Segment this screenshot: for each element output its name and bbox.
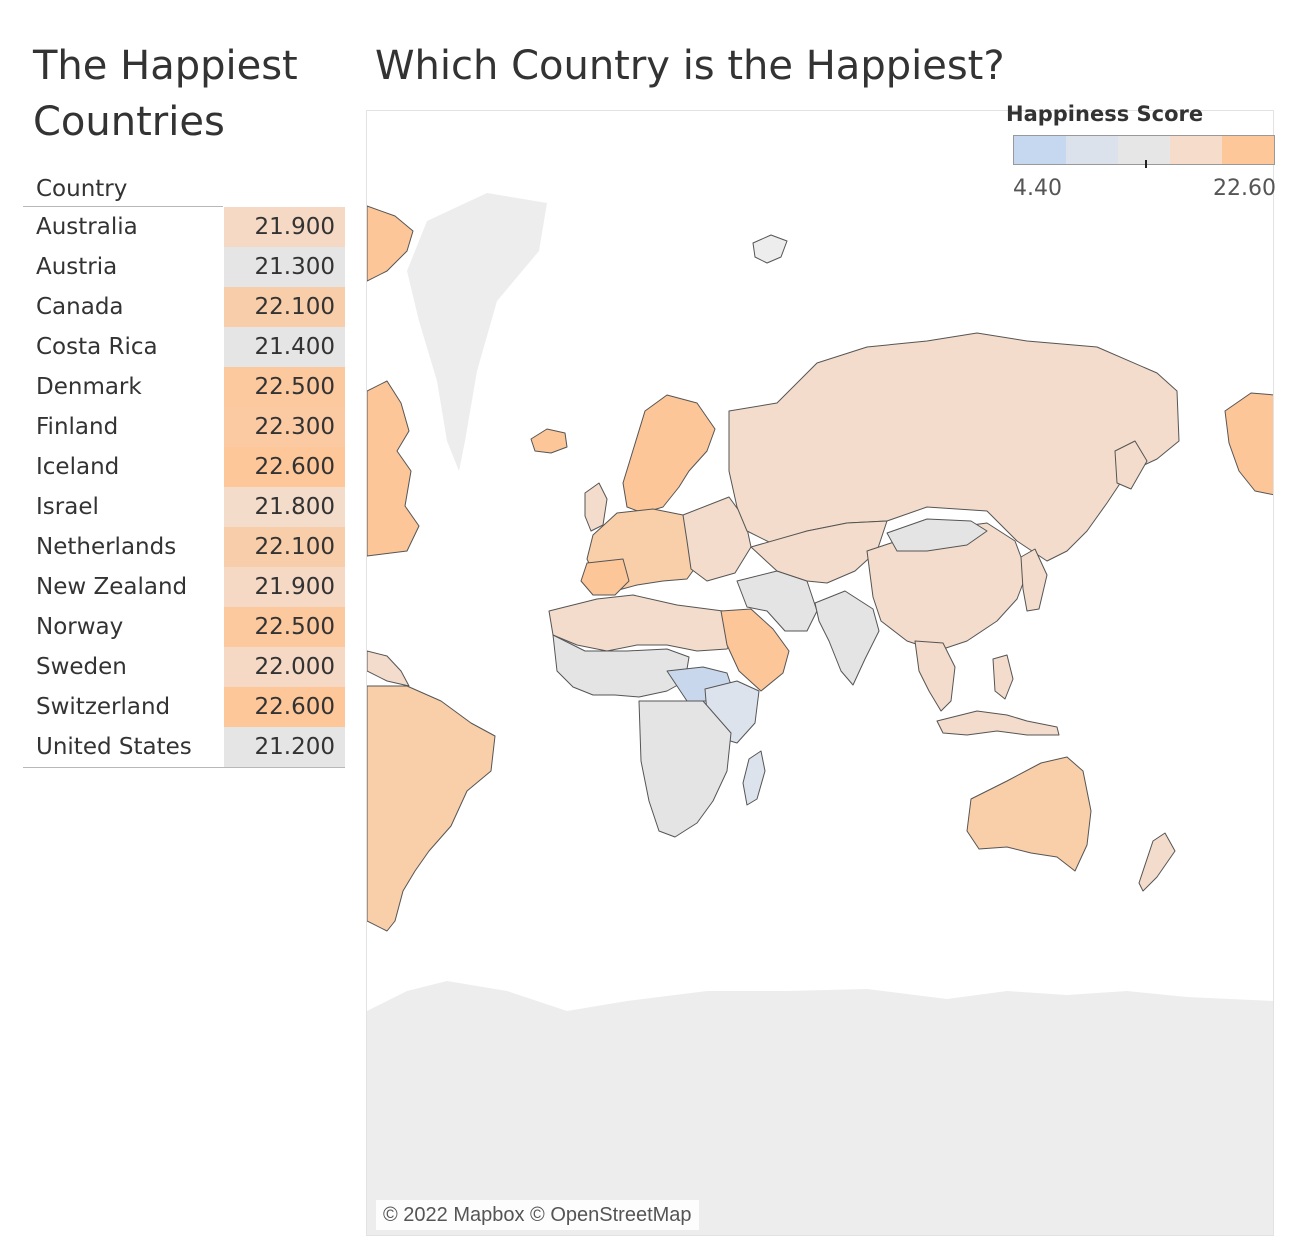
- legend-color-step: [1066, 136, 1118, 164]
- table-rows: Australia 21.900 Austria 21.300 Canada 22.100…: [23, 207, 345, 767]
- legend-max-label: 22.60: [1213, 176, 1276, 201]
- region-canada-east[interactable]: [367, 380, 420, 557]
- region-arabia[interactable]: [720, 608, 790, 692]
- happiness-score-cell: 21.900: [224, 567, 345, 607]
- country-name: Switzerland: [36, 694, 171, 720]
- country-name: Austria: [36, 254, 118, 280]
- table-row[interactable]: Costa Rica 21.400: [23, 327, 345, 367]
- legend-color-step: [1170, 136, 1222, 164]
- table-row[interactable]: New Zealand 21.900: [23, 567, 345, 607]
- region-japan[interactable]: [1020, 548, 1048, 612]
- region-greenland[interactable]: [407, 193, 547, 471]
- region-mexico-carib[interactable]: [367, 650, 410, 687]
- country-name: Australia: [36, 214, 138, 240]
- country-name: Israel: [36, 494, 99, 520]
- happiness-score-cell: 22.500: [224, 607, 345, 647]
- region-new-zealand[interactable]: [1138, 832, 1176, 892]
- region-canada-west[interactable]: [367, 205, 414, 282]
- table-row[interactable]: Israel 21.800: [23, 487, 345, 527]
- happiness-score-cell: 21.800: [224, 487, 345, 527]
- happiness-score-cell: 22.600: [224, 447, 345, 487]
- happiness-score-cell: 22.300: [224, 407, 345, 447]
- table-row[interactable]: Sweden 22.000: [23, 647, 345, 687]
- table-row[interactable]: Finland 22.300: [23, 407, 345, 447]
- country-name: Norway: [36, 614, 124, 640]
- region-china[interactable]: [866, 522, 1028, 652]
- happiness-score-cell: 22.600: [224, 687, 345, 727]
- legend-tick: [1145, 160, 1147, 168]
- happiness-score-cell: 22.100: [224, 287, 345, 327]
- legend-color-step: [1014, 136, 1066, 164]
- country-name: Netherlands: [36, 534, 177, 560]
- legend-title: Happiness Score: [1006, 102, 1204, 126]
- region-eastern-europe[interactable]: [682, 496, 752, 582]
- region-uk[interactable]: [584, 482, 608, 532]
- left-title-line2: Countries: [33, 99, 225, 145]
- country-name: Finland: [36, 414, 119, 440]
- region-north-africa[interactable]: [548, 594, 738, 652]
- region-svalbard[interactable]: [752, 234, 788, 264]
- happiness-score-cell: 22.100: [224, 527, 345, 567]
- legend: Happiness Score 4.40 22.60: [1006, 100, 1278, 201]
- region-scandinavia[interactable]: [622, 394, 716, 514]
- world-map[interactable]: [366, 110, 1274, 1236]
- legend-min-label: 4.40: [1013, 176, 1062, 201]
- table-row[interactable]: Canada 22.100: [23, 287, 345, 327]
- region-south-america[interactable]: [367, 685, 496, 932]
- map-canvas[interactable]: [367, 111, 1274, 1236]
- region-kamchatka[interactable]: [1114, 440, 1148, 490]
- region-southeast-asia[interactable]: [914, 640, 956, 712]
- table-row[interactable]: Norway 22.500: [23, 607, 345, 647]
- region-antarctica[interactable]: [367, 981, 1274, 1236]
- region-southern-africa[interactable]: [638, 700, 732, 838]
- region-mongolia[interactable]: [886, 518, 988, 552]
- country-name: Iceland: [36, 454, 120, 480]
- map-attribution[interactable]: © 2022 Mapbox © OpenStreetMap: [376, 1200, 699, 1230]
- left-title: The Happiest Countries: [33, 38, 353, 150]
- country-name: New Zealand: [36, 574, 188, 600]
- table-row[interactable]: Netherlands 22.100: [23, 527, 345, 567]
- left-title-line1: The Happiest: [33, 43, 298, 89]
- column-header-country[interactable]: Country: [36, 176, 128, 202]
- happiness-score-cell: 21.200: [224, 727, 345, 767]
- country-name: Costa Rica: [36, 334, 158, 360]
- region-west-africa[interactable]: [552, 634, 690, 698]
- region-madagascar[interactable]: [742, 750, 766, 806]
- legend-color-step: [1118, 136, 1170, 164]
- table-row[interactable]: Denmark 22.500: [23, 367, 345, 407]
- country-name: United States: [36, 734, 192, 760]
- region-iberia[interactable]: [580, 558, 630, 596]
- legend-color-step: [1222, 136, 1274, 164]
- header-rule: [23, 206, 223, 207]
- table-row[interactable]: Switzerland 22.600: [23, 687, 345, 727]
- table-row[interactable]: Austria 21.300: [23, 247, 345, 287]
- region-indonesia[interactable]: [936, 710, 1060, 736]
- table-row[interactable]: United States 21.200: [23, 727, 345, 767]
- region-alaska[interactable]: [1224, 392, 1274, 496]
- country-name: Denmark: [36, 374, 142, 400]
- happiness-score-cell: 21.300: [224, 247, 345, 287]
- happiness-score-cell: 22.000: [224, 647, 345, 687]
- region-central-asia[interactable]: [750, 520, 888, 584]
- table-bottom-rule: [23, 767, 345, 768]
- happiness-score-cell: 21.400: [224, 327, 345, 367]
- region-india[interactable]: [814, 590, 880, 686]
- happiness-score-cell: 21.900: [224, 207, 345, 247]
- region-philippines[interactable]: [992, 654, 1014, 700]
- region-iceland[interactable]: [530, 428, 568, 454]
- region-australia[interactable]: [966, 756, 1092, 872]
- legend-color-bar[interactable]: [1013, 135, 1275, 165]
- table-row[interactable]: Australia 21.900: [23, 207, 345, 247]
- happiness-score-cell: 22.500: [224, 367, 345, 407]
- table-row[interactable]: Iceland 22.600: [23, 447, 345, 487]
- country-name: Canada: [36, 294, 124, 320]
- country-name: Sweden: [36, 654, 127, 680]
- map-title: Which Country is the Happiest?: [375, 43, 1005, 89]
